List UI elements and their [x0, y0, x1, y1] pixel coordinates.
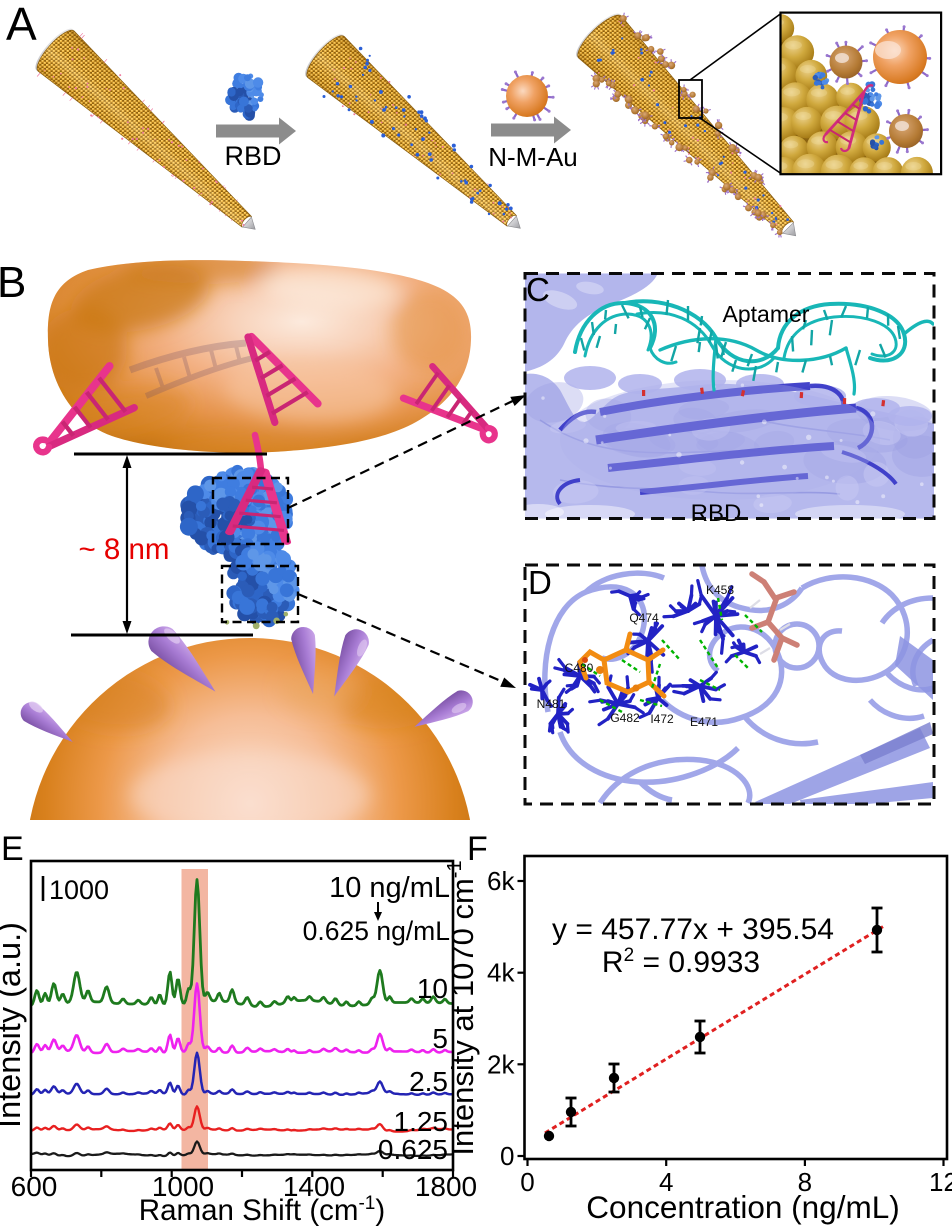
svg-text:C480: C480 [565, 661, 594, 675]
svg-text:600: 600 [11, 1171, 58, 1202]
svg-text:1.25: 1.25 [394, 1106, 449, 1137]
svg-text:RBD: RBD [691, 500, 742, 527]
svg-text:6k: 6k [487, 866, 515, 896]
svg-text:8: 8 [798, 1167, 812, 1197]
svg-text:0: 0 [500, 1141, 514, 1171]
svg-text:10: 10 [417, 973, 448, 1004]
svg-text:Raman Shift (cm-1): Raman Shift (cm-1) [139, 1193, 385, 1227]
svg-text:F: F [467, 830, 488, 868]
svg-text:N-M-Au: N-M-Au [488, 142, 578, 172]
svg-text:G482: G482 [610, 711, 640, 725]
svg-text:E471: E471 [690, 715, 718, 729]
svg-text:Aptamer: Aptamer [723, 301, 810, 327]
svg-text:B: B [0, 258, 26, 307]
svg-text:A: A [6, 0, 37, 50]
svg-text:I472: I472 [650, 712, 674, 726]
svg-text:Intensity at 1070 cm-1: Intensity at 1070 cm-1 [444, 860, 480, 1155]
svg-text:4k: 4k [487, 958, 515, 988]
svg-text:y = 457.77x + 395.54: y = 457.77x + 395.54 [552, 913, 834, 946]
svg-text:C: C [526, 271, 550, 308]
svg-text:1400: 1400 [283, 1171, 345, 1202]
svg-text:4: 4 [659, 1167, 673, 1197]
svg-text:1000: 1000 [152, 1171, 214, 1202]
svg-text:0: 0 [520, 1167, 534, 1197]
svg-text:D: D [528, 564, 552, 601]
svg-text:Concentration (ng/mL): Concentration (ng/mL) [586, 1189, 899, 1225]
svg-text:E: E [1, 830, 24, 868]
svg-text:~ 8 nm: ~ 8 nm [78, 533, 169, 566]
svg-text:1000: 1000 [49, 875, 109, 905]
svg-text:Intensity (a.u.): Intensity (a.u.) [0, 922, 27, 1128]
svg-text:K458: K458 [706, 583, 734, 597]
svg-text:2k: 2k [487, 1049, 515, 1079]
svg-text:10 ng/mL: 10 ng/mL [329, 872, 450, 904]
svg-text:RBD: RBD [224, 141, 281, 171]
svg-text:Q474: Q474 [629, 611, 659, 625]
svg-text:12: 12 [929, 1167, 952, 1197]
svg-text:5: 5 [432, 1023, 448, 1054]
svg-text:0.625 ng/mL: 0.625 ng/mL [303, 916, 450, 946]
svg-text:1800: 1800 [415, 1171, 477, 1202]
svg-text:0.625: 0.625 [378, 1134, 448, 1165]
svg-text:N481: N481 [537, 697, 566, 711]
svg-text:2.5: 2.5 [409, 1066, 448, 1097]
